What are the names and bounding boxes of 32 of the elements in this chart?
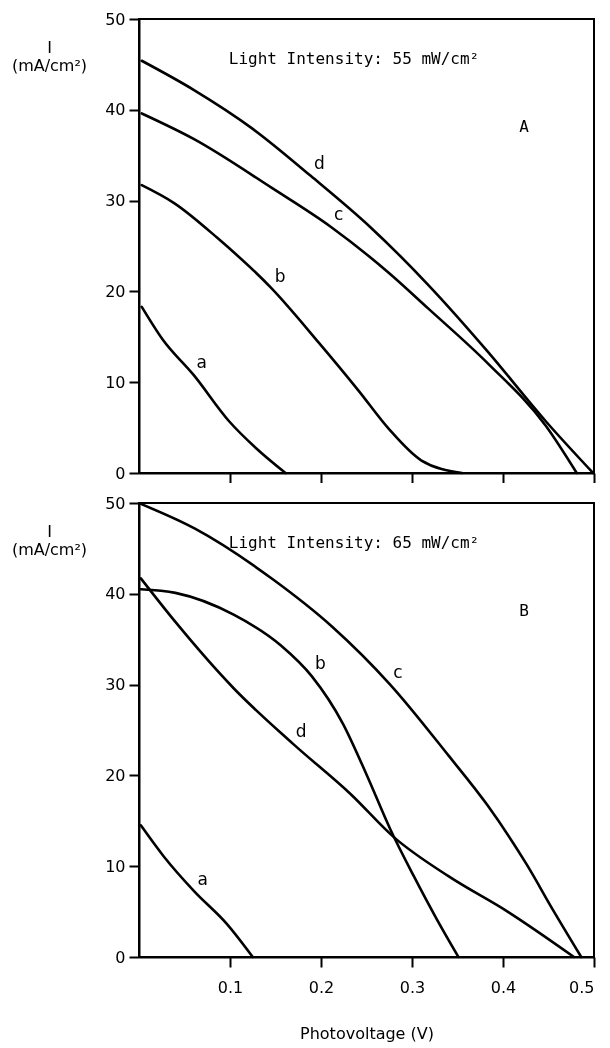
y-tick-label: 20 [105,281,126,301]
y-axis-title: I (mA/cm²) [11,521,88,559]
series-label: c [334,203,344,224]
y-tick-label: 30 [105,675,126,695]
annotation: Light Intensity: 55 mW/cm² [228,49,480,68]
y-tick-label: 50 [105,9,126,29]
y-tick-label: 0 [115,947,126,967]
series-label: b [274,265,286,286]
y-tick-label: 0 [115,463,126,483]
annotation: Light Intensity: 65 mW/cm² [228,533,480,552]
y-tick-label: 20 [105,765,126,785]
y-tick-label: 30 [105,191,126,211]
annotation: B [519,601,529,620]
x-tick-label: 0.1 [217,977,244,997]
y-tick-label: 40 [105,100,126,120]
x-axis-title: Photovoltage (V) [300,1023,434,1043]
x-tick-label: 0.2 [308,977,335,997]
y-tick-label: 40 [105,584,126,604]
series-label: a [196,351,208,372]
series-label: d [295,720,307,741]
y-tick-label: 50 [105,493,126,513]
series-label: b [314,653,326,674]
series-label: a [197,868,208,889]
y-tick-label: 10 [105,856,126,876]
annotation: A [519,117,530,136]
y-axis-title: I (mA/cm²) [11,37,88,75]
x-tick-label: 0.3 [399,977,426,997]
x-tick-label: 0.4 [490,977,517,997]
series-label: d [313,153,325,174]
series-label: c [393,661,403,682]
y-tick-label: 10 [105,372,126,392]
x-tick-label: 0.5 [569,977,595,997]
